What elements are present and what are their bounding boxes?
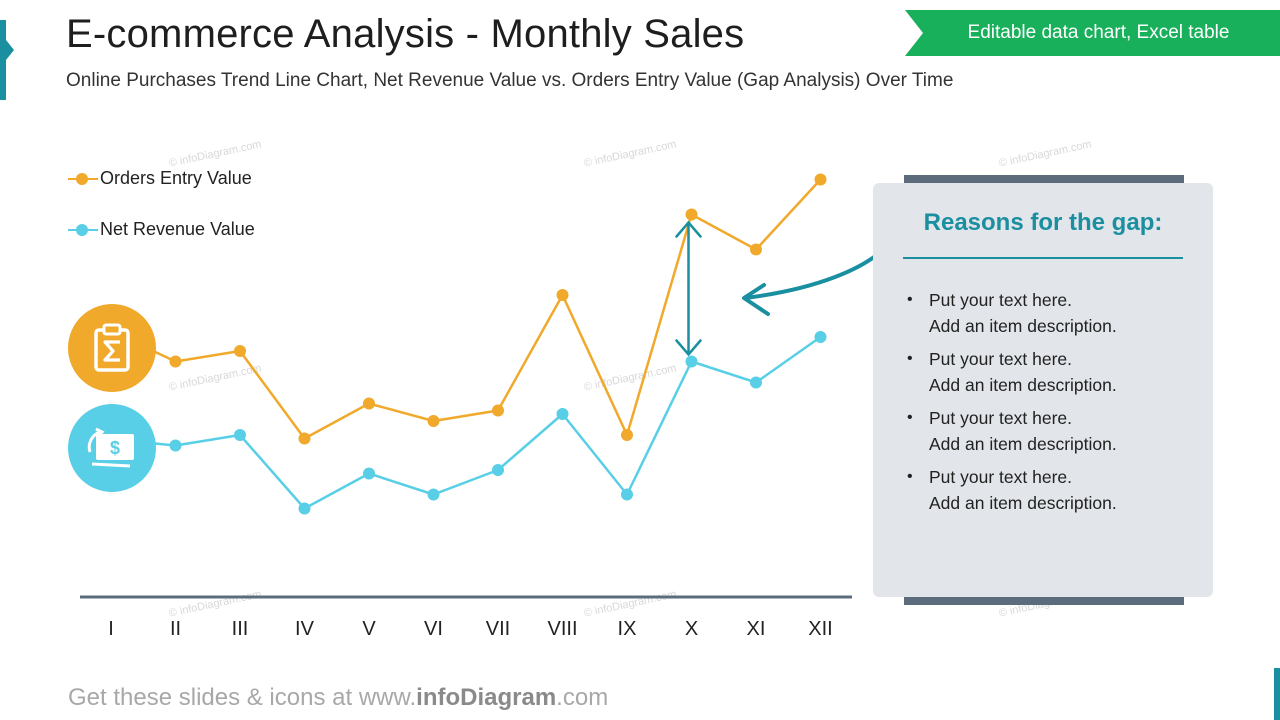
money-refresh-icon: $ xyxy=(68,404,156,492)
editable-chart-ribbon: Editable data chart, Excel table xyxy=(905,10,1280,56)
svg-text:$: $ xyxy=(110,438,120,458)
gap-reasons-panel: Reasons for the gap: Put your text here.… xyxy=(873,183,1213,597)
item-text: Put your text here. xyxy=(929,290,1072,310)
item-text: Put your text here. xyxy=(929,349,1072,369)
left-accent-tip xyxy=(6,40,14,60)
left-accent-bar xyxy=(0,20,6,100)
panel-bottom-bar xyxy=(904,597,1184,605)
legend-swatch-revenue xyxy=(68,223,98,236)
legend-label-revenue: Net Revenue Value xyxy=(100,219,255,239)
list-item: Put your text here. Add an item descript… xyxy=(907,287,1117,339)
legend-item-orders: Orders Entry Value xyxy=(68,168,252,189)
item-text: Put your text here. xyxy=(929,467,1072,487)
x-tick-label: X xyxy=(685,618,698,640)
data-point xyxy=(298,432,311,445)
data-point xyxy=(556,289,569,301)
x-tick-label: III xyxy=(232,618,249,640)
data-point xyxy=(363,397,375,410)
x-tick-label: V xyxy=(362,618,376,640)
data-point xyxy=(298,502,311,515)
x-tick-label: VII xyxy=(486,618,510,640)
gap-arrowhead-bottom xyxy=(675,339,702,357)
data-point xyxy=(234,429,246,441)
data-point xyxy=(750,243,762,256)
series-line xyxy=(175,335,822,510)
data-point xyxy=(750,376,762,389)
data-point xyxy=(169,355,182,368)
data-point xyxy=(621,429,633,441)
clipboard-sigma-icon xyxy=(68,304,156,392)
panel-divider xyxy=(903,257,1183,259)
x-tick-label: IX xyxy=(618,618,637,640)
data-point xyxy=(621,488,633,501)
x-tick-label: IV xyxy=(295,618,315,640)
panel-top-bar xyxy=(904,175,1184,183)
list-item: Put your text here. Add an item descript… xyxy=(907,464,1117,516)
list-item: Put your text here. Add an item descript… xyxy=(907,346,1117,398)
data-point xyxy=(234,345,246,357)
page-title: E-commerce Analysis - Monthly Sales xyxy=(66,12,745,56)
data-point xyxy=(363,467,375,480)
footer-post: .com xyxy=(556,684,609,711)
data-point xyxy=(814,331,827,343)
item-description: Add an item description. xyxy=(929,434,1117,454)
list-item: Put your text here. Add an item descript… xyxy=(907,405,1117,457)
data-point xyxy=(427,415,440,427)
footer-credit: Get these slides & icons at www.infoDiag… xyxy=(68,684,608,712)
data-point xyxy=(169,439,182,452)
pointer-arrow xyxy=(743,237,895,300)
legend-label-orders: Orders Entry Value xyxy=(100,168,252,188)
footer-pre: Get these slides & icons at www. xyxy=(68,684,417,711)
item-description: Add an item description. xyxy=(929,493,1117,513)
pointer-arrowhead xyxy=(742,283,770,316)
data-point xyxy=(492,404,504,417)
data-point xyxy=(492,464,504,476)
x-tick-label: XII xyxy=(808,618,832,640)
item-text: Put your text here. xyxy=(929,408,1072,428)
series-line xyxy=(175,178,822,440)
gap-arrowhead-top xyxy=(675,220,702,238)
data-point xyxy=(814,173,827,186)
x-tick-label: VIII xyxy=(547,618,577,640)
item-description: Add an item description. xyxy=(929,375,1117,395)
page-subtitle: Online Purchases Trend Line Chart, Net R… xyxy=(66,70,954,91)
reasons-list: Put your text here. Add an item descript… xyxy=(907,287,1117,523)
x-tick-label: XI xyxy=(747,618,766,640)
footer-brand: infoDiagram xyxy=(416,684,557,711)
x-tick-label: I xyxy=(108,618,114,640)
data-point xyxy=(556,408,569,420)
legend-swatch-orders xyxy=(68,172,98,185)
ribbon-label: Editable data chart, Excel table xyxy=(967,22,1230,43)
right-accent-bar xyxy=(1274,668,1280,720)
x-tick-label: II xyxy=(170,618,181,640)
data-point xyxy=(685,208,698,221)
panel-title: Reasons for the gap: xyxy=(923,209,1163,236)
x-tick-label: VI xyxy=(424,618,443,640)
data-point xyxy=(427,488,440,501)
data-point xyxy=(685,355,698,368)
legend-item-revenue: Net Revenue Value xyxy=(68,219,255,240)
item-description: Add an item description. xyxy=(929,316,1117,336)
